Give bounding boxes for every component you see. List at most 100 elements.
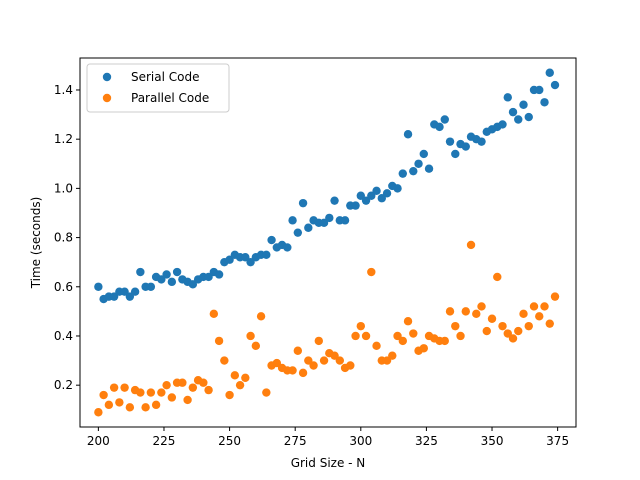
data-point [361,196,371,205]
data-point [535,85,544,95]
data-point [398,169,407,178]
data-point [367,191,376,200]
data-point [146,282,156,291]
data-point [230,371,240,380]
data-point [298,198,308,208]
x-axis: 200 225 250 275 300 325 350 375 [87,427,569,448]
data-point [199,378,208,387]
data-point [540,302,549,311]
data-point [461,142,470,151]
data-point [167,393,177,402]
data-point [183,395,192,405]
data-point [220,356,229,365]
data-point [146,388,156,397]
data-point [477,137,486,146]
data-point [330,196,339,205]
data-point [346,361,355,370]
y-tick-label: 0.6 [54,280,73,294]
data-point [493,272,502,282]
data-point [356,191,365,200]
data-point [482,326,491,336]
data-point [125,292,135,301]
plot-frame [79,57,577,428]
data-point [335,356,345,365]
data-point [472,309,481,319]
data-point [550,292,560,301]
y-tick-label: 1.4 [54,83,73,97]
data-point [141,403,150,412]
data-point [356,321,365,331]
legend-label: Serial Code [131,70,200,84]
data-point [136,267,145,277]
data-point [440,336,449,346]
data-point [319,218,329,228]
data-point [498,120,507,129]
x-tick-label: 250 [218,434,241,448]
data-point [162,270,171,279]
data-point [293,346,303,355]
y-tick-label: 1.2 [54,132,73,146]
data-point [461,307,470,316]
data-point [94,282,103,291]
data-point [120,383,129,392]
data-point [167,277,177,287]
data-point [262,250,271,259]
data-point [451,321,460,331]
data-point [451,149,460,159]
data-point [419,344,428,353]
data-point [288,216,297,225]
x-axis-label: Grid Size - N [291,456,366,470]
data-point [403,317,413,326]
data-point [309,361,318,370]
data-point [94,408,103,417]
data-point [514,326,523,336]
y-tick-label: 0.8 [54,231,73,245]
data-point [403,130,413,139]
data-point [157,388,166,397]
data-point [519,100,528,109]
data-point [367,267,376,277]
legend-marker [102,72,112,82]
data-point [540,98,549,107]
legend-box [86,63,230,113]
data-point [388,351,397,360]
data-point [256,312,266,321]
data-point [351,331,360,341]
data-point [298,368,308,378]
data-point [351,201,360,210]
marks-layer [94,68,560,417]
data-point [214,270,224,279]
data-point [503,93,512,102]
data-point [151,400,161,410]
data-point [267,235,276,245]
x-tick-label: 275 [284,434,307,448]
data-point [272,358,282,368]
data-point [550,80,560,90]
data-point [293,228,303,237]
data-point [109,383,119,392]
data-point [372,186,381,196]
data-point [246,331,255,341]
data-point [414,159,423,168]
data-point [188,383,198,392]
data-point [109,292,119,301]
data-point [361,331,371,341]
series-parallel-code [94,240,560,417]
data-point [424,164,434,173]
data-point [120,287,129,296]
data-point [487,314,497,323]
data-point [225,390,234,400]
series-serial-code [94,68,560,304]
data-point [178,378,187,387]
data-point [157,275,166,284]
data-point [393,331,402,341]
y-tick-label: 1.0 [54,181,73,195]
data-point [545,319,554,328]
data-point [304,223,313,232]
data-point [209,309,219,319]
y-axis-label: Time (seconds) [29,197,43,290]
data-point [340,216,350,225]
y-tick-label: 0.2 [54,378,73,392]
data-point [319,356,329,365]
